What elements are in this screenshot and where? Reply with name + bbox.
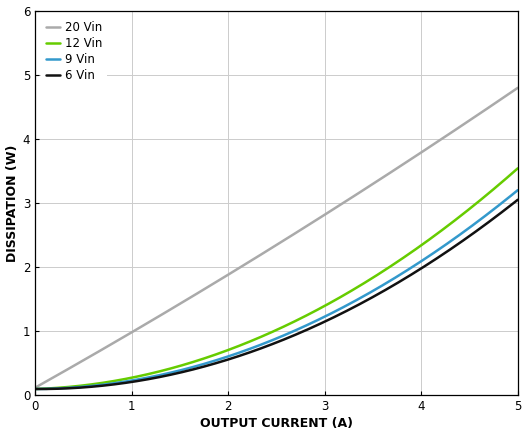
9 Vin <box>319 315 326 320</box>
9 Vin <box>318 316 324 321</box>
9 Vin <box>32 386 38 392</box>
20 Vin <box>470 116 476 121</box>
12 Vin <box>34 386 40 392</box>
6 Vin <box>514 197 521 202</box>
12 Vin <box>319 304 326 310</box>
20 Vin <box>327 208 334 214</box>
12 Vin <box>327 300 334 305</box>
12 Vin <box>318 305 324 310</box>
12 Vin <box>438 228 445 233</box>
Line: 9 Vin: 9 Vin <box>35 190 518 389</box>
9 Vin <box>34 386 40 392</box>
9 Vin <box>470 223 476 228</box>
Line: 6 Vin: 6 Vin <box>35 200 518 389</box>
6 Vin <box>321 319 327 324</box>
9 Vin <box>438 245 445 250</box>
6 Vin <box>34 386 40 392</box>
12 Vin <box>32 386 38 392</box>
6 Vin <box>441 251 447 256</box>
6 Vin <box>319 320 326 325</box>
6 Vin <box>471 230 477 235</box>
6 Vin <box>329 316 335 321</box>
X-axis label: OUTPUT CURRENT (A): OUTPUT CURRENT (A) <box>200 417 353 430</box>
6 Vin <box>35 386 42 392</box>
12 Vin <box>514 166 521 171</box>
20 Vin <box>34 384 40 389</box>
9 Vin <box>327 311 334 317</box>
Y-axis label: DISSIPATION (W): DISSIPATION (W) <box>6 144 18 262</box>
Line: 20 Vin: 20 Vin <box>35 88 518 388</box>
Legend: 20 Vin, 12 Vin, 9 Vin, 6 Vin: 20 Vin, 12 Vin, 9 Vin, 6 Vin <box>41 17 106 87</box>
Line: 12 Vin: 12 Vin <box>35 168 518 389</box>
20 Vin <box>32 385 38 390</box>
9 Vin <box>514 187 521 193</box>
20 Vin <box>438 136 445 141</box>
20 Vin <box>318 215 324 220</box>
20 Vin <box>514 85 521 90</box>
12 Vin <box>470 204 476 209</box>
20 Vin <box>319 214 326 219</box>
6 Vin <box>32 386 38 392</box>
